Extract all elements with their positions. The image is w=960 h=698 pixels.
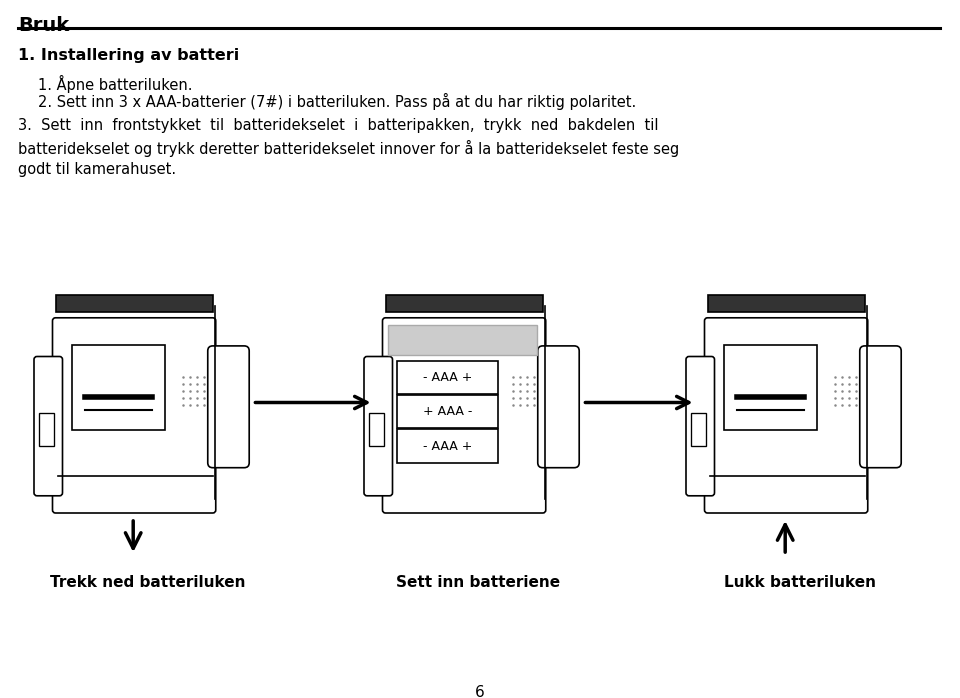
- Bar: [396, 361, 498, 394]
- FancyBboxPatch shape: [705, 318, 868, 513]
- FancyBboxPatch shape: [207, 346, 250, 468]
- Text: Sett inn batteriene: Sett inn batteriene: [396, 575, 560, 590]
- Text: 3.  Sett  inn  frontstykket  til  batteridekselet  i  batteripakken,  trykk  ned: 3. Sett inn frontstykket til batterideks…: [18, 118, 659, 133]
- Text: Bruk: Bruk: [18, 16, 69, 35]
- Bar: [369, 413, 383, 446]
- Text: 1. Åpne batteriluken.: 1. Åpne batteriluken.: [38, 75, 193, 93]
- Text: Trekk ned batteriluken: Trekk ned batteriluken: [50, 575, 246, 590]
- FancyBboxPatch shape: [364, 357, 393, 496]
- Bar: [39, 413, 54, 446]
- Text: - AAA +: - AAA +: [422, 371, 472, 384]
- FancyBboxPatch shape: [860, 346, 901, 468]
- Bar: [708, 295, 865, 312]
- FancyBboxPatch shape: [724, 345, 817, 430]
- Text: godt til kamerahuset.: godt til kamerahuset.: [18, 162, 176, 177]
- Bar: [396, 429, 498, 463]
- FancyBboxPatch shape: [34, 357, 62, 496]
- Bar: [56, 295, 213, 312]
- Text: Lukk batteriluken: Lukk batteriluken: [724, 575, 876, 590]
- FancyBboxPatch shape: [686, 357, 714, 496]
- Bar: [691, 413, 706, 446]
- FancyBboxPatch shape: [72, 345, 165, 430]
- FancyBboxPatch shape: [53, 318, 216, 513]
- Text: 2. Sett inn 3 x AAA-batterier (7#) i batteriluken. Pass på at du har riktig pola: 2. Sett inn 3 x AAA-batterier (7#) i bat…: [38, 93, 636, 110]
- Text: + AAA -: + AAA -: [422, 405, 472, 418]
- FancyBboxPatch shape: [382, 318, 545, 513]
- Bar: [388, 325, 537, 355]
- Text: 1. Installering av batteri: 1. Installering av batteri: [18, 48, 239, 63]
- Text: - AAA +: - AAA +: [422, 440, 472, 452]
- FancyBboxPatch shape: [538, 346, 579, 468]
- Text: batteridekselet og trykk deretter batteridekselet innover for å la batterideksel: batteridekselet og trykk deretter batter…: [18, 140, 680, 157]
- Bar: [396, 395, 498, 429]
- Bar: [386, 295, 542, 312]
- Text: 6: 6: [475, 685, 485, 698]
